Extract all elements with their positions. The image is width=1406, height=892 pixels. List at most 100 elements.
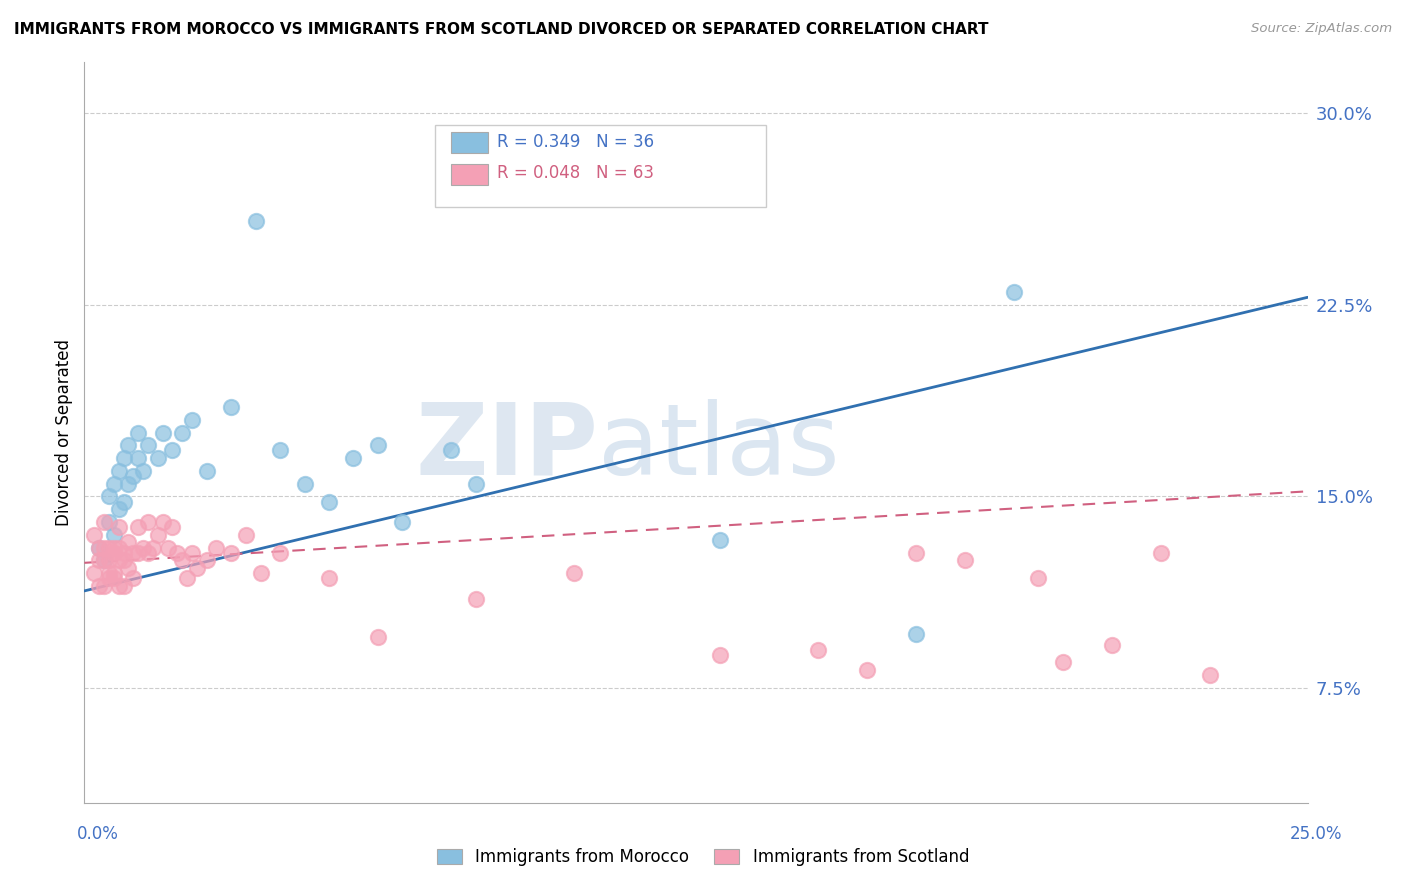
Point <box>905 546 928 560</box>
Point <box>142 541 165 555</box>
Point <box>107 502 129 516</box>
Point <box>186 561 208 575</box>
Point <box>103 541 125 555</box>
Text: atlas: atlas <box>598 399 839 496</box>
Text: 25.0%: 25.0% <box>1291 825 1343 843</box>
Point <box>294 476 316 491</box>
Point <box>97 566 120 580</box>
Point <box>136 546 159 560</box>
Point <box>181 546 204 560</box>
Point <box>103 546 125 560</box>
Point <box>117 535 139 549</box>
Point <box>93 553 115 567</box>
Point <box>127 425 149 440</box>
Point <box>112 579 135 593</box>
Point <box>195 464 218 478</box>
Point <box>1101 638 1123 652</box>
Point <box>195 553 218 567</box>
Point <box>112 494 135 508</box>
Point <box>132 541 155 555</box>
Point <box>181 413 204 427</box>
Point <box>107 541 129 555</box>
Point <box>176 571 198 585</box>
Point <box>93 579 115 593</box>
Point <box>219 546 242 560</box>
Point <box>162 520 184 534</box>
Point <box>905 627 928 641</box>
Point <box>249 566 271 580</box>
Point <box>367 630 389 644</box>
Point <box>97 571 120 585</box>
Point <box>107 553 129 567</box>
Point <box>269 546 291 560</box>
Point <box>1028 571 1050 585</box>
Point <box>205 541 228 555</box>
Point <box>342 451 364 466</box>
Point <box>1198 668 1220 682</box>
Point <box>83 566 105 580</box>
Point <box>93 515 115 529</box>
FancyBboxPatch shape <box>451 132 488 153</box>
Point <box>1150 546 1173 560</box>
Text: 0.0%: 0.0% <box>77 825 120 843</box>
Point <box>856 663 879 677</box>
Point <box>117 561 139 575</box>
Point <box>122 571 145 585</box>
Point <box>97 490 120 504</box>
Point <box>1002 285 1025 300</box>
Point <box>87 541 110 555</box>
Point <box>162 443 184 458</box>
Point <box>103 527 125 541</box>
Point <box>122 546 145 560</box>
Point <box>107 520 129 534</box>
Point <box>709 533 731 547</box>
Text: R = 0.048   N = 63: R = 0.048 N = 63 <box>496 164 654 183</box>
Point <box>103 476 125 491</box>
Point <box>117 476 139 491</box>
Legend: Immigrants from Morocco, Immigrants from Scotland: Immigrants from Morocco, Immigrants from… <box>429 840 977 875</box>
Point <box>391 515 413 529</box>
Point <box>269 443 291 458</box>
Point <box>953 553 976 567</box>
FancyBboxPatch shape <box>436 126 766 207</box>
Point <box>122 469 145 483</box>
Point <box>87 553 110 567</box>
Point <box>318 494 340 508</box>
Point <box>112 553 135 567</box>
Point <box>172 425 194 440</box>
Point <box>709 648 731 662</box>
Point <box>132 464 155 478</box>
Point <box>136 438 159 452</box>
Text: Source: ZipAtlas.com: Source: ZipAtlas.com <box>1251 22 1392 36</box>
Point <box>152 425 174 440</box>
Point <box>219 400 242 414</box>
Point <box>117 438 139 452</box>
Point <box>136 515 159 529</box>
Point <box>146 451 169 466</box>
Point <box>97 541 120 555</box>
Point <box>367 438 389 452</box>
Point <box>103 566 125 580</box>
Point <box>146 527 169 541</box>
Point <box>127 546 149 560</box>
Point <box>103 571 125 585</box>
Point <box>127 520 149 534</box>
Point <box>318 571 340 585</box>
Text: R = 0.349   N = 36: R = 0.349 N = 36 <box>496 134 654 152</box>
Point <box>172 553 194 567</box>
Point <box>807 642 830 657</box>
Point <box>245 213 267 227</box>
Point <box>1052 656 1074 670</box>
Point <box>440 443 463 458</box>
Point <box>97 515 120 529</box>
Text: ZIP: ZIP <box>415 399 598 496</box>
Point <box>562 566 585 580</box>
Point <box>93 541 115 555</box>
Point <box>83 527 105 541</box>
Point <box>166 546 188 560</box>
Text: IMMIGRANTS FROM MOROCCO VS IMMIGRANTS FROM SCOTLAND DIVORCED OR SEPARATED CORREL: IMMIGRANTS FROM MOROCCO VS IMMIGRANTS FR… <box>14 22 988 37</box>
Point <box>97 553 120 567</box>
Point <box>87 541 110 555</box>
Point <box>464 476 486 491</box>
Point <box>107 579 129 593</box>
